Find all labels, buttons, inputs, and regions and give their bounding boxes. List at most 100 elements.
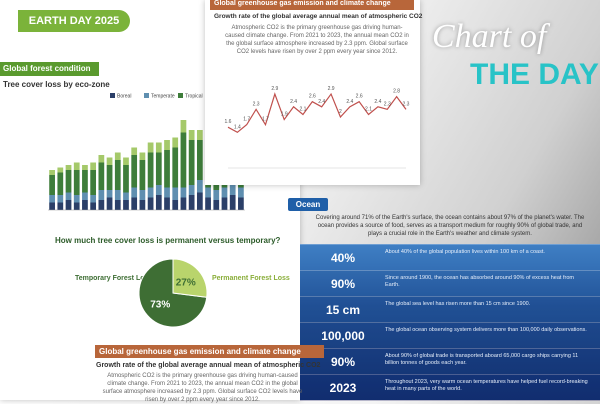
bar-segment [49, 195, 55, 203]
bar-segment [196, 130, 203, 140]
bar-segment [155, 185, 162, 195]
co2-line [227, 92, 407, 134]
bar-segment [196, 192, 203, 210]
bar-segment [106, 157, 113, 165]
bar-segment [188, 195, 195, 210]
fact-figure: 90% [330, 277, 356, 291]
fact-row: 100,000 The global ocean observing system… [300, 322, 600, 349]
point-label: 2.8 [393, 89, 400, 95]
bar-segment [57, 172, 64, 195]
fact-figure: 100,000 [321, 329, 365, 343]
bar-segment [106, 190, 113, 198]
bar-segment [172, 187, 179, 200]
bar-segment [98, 155, 105, 163]
forest-question: How much tree cover loss is permanent ve… [55, 236, 281, 245]
fact-figure: 90% [330, 355, 356, 369]
point-label: 2.4 [290, 99, 297, 105]
bar-segment [123, 165, 129, 193]
bar-segment [123, 157, 129, 165]
fact-row: 40% About 40% of the global population li… [300, 244, 600, 271]
fact-text: About 40% of the global population lives… [385, 249, 545, 255]
bar-segment [213, 190, 220, 200]
co2-banner-bottom: Global greenhouse gas emission and clima… [95, 345, 324, 358]
point-label: 2.6 [356, 94, 363, 100]
bar-segment [114, 200, 121, 210]
bar-segment [65, 165, 72, 170]
bar-segment [131, 197, 138, 210]
legend-swatch [144, 93, 149, 98]
bar-segment [180, 197, 187, 210]
point-label: 2.3 [403, 101, 410, 107]
bar-segment [155, 195, 162, 210]
fact-text: Throughout 2023, very warm ocean tempera… [385, 379, 588, 392]
bar-segment [82, 192, 88, 200]
bar-segment [180, 132, 187, 188]
point-label: 2.9 [271, 86, 278, 92]
bar-segment [164, 140, 170, 150]
bar-segment [49, 170, 55, 175]
point-label: 2.6 [309, 94, 316, 100]
point-label: 2.1 [299, 106, 306, 112]
bar-segment [147, 187, 154, 198]
bar-segment [98, 190, 105, 200]
bar-segment [221, 187, 228, 198]
bar-segment [213, 200, 220, 210]
fact-text: About 90% of global trade is transported… [385, 353, 579, 366]
ocean-panel: 40% About 40% of the global population li… [300, 244, 600, 401]
point-label: 2 [339, 109, 342, 115]
bar-segment [82, 170, 88, 193]
forest-subtitle: Tree cover loss by eco-zone [3, 80, 110, 89]
ocean-label: Ocean [288, 198, 328, 211]
bar-segment [155, 142, 162, 153]
bar-segment [180, 120, 187, 133]
pie-label: 73% [150, 300, 170, 311]
point-label: 1.6 [225, 119, 232, 125]
bar-segment [73, 162, 80, 170]
bar-segment [49, 202, 55, 210]
bar-segment [188, 185, 195, 195]
bar-segment [106, 165, 113, 190]
line-chart: 1.61.41.72.31.72.91.92.42.12.62.42.922.4… [225, 86, 410, 169]
bar-segment [90, 202, 97, 210]
fact-row: 15 cm The global sea level has risen more… [300, 296, 600, 323]
bar-segment [221, 197, 228, 210]
bar-segment [57, 202, 64, 210]
bar-segment [90, 162, 97, 170]
co2-subtitle: Growth rate of the global average annual… [214, 13, 423, 20]
co2-page [205, 0, 420, 185]
legend-swatch [178, 93, 183, 98]
bar-segment [98, 200, 105, 210]
fact-figure: 15 cm [325, 303, 361, 317]
bar-segment [49, 175, 55, 195]
bar-segment [238, 187, 244, 198]
bar-segment [196, 180, 203, 193]
bar-segment [164, 187, 170, 198]
bar-segment [238, 197, 244, 210]
pie-slice [172, 258, 208, 298]
legend-swatch [110, 93, 115, 98]
bar-segment [114, 152, 121, 160]
bar-segment [57, 195, 64, 203]
bar-segment [205, 197, 211, 210]
bar-segment [82, 200, 88, 210]
bar-segment [106, 197, 113, 210]
bar-segment [139, 160, 146, 190]
bar-segment [114, 160, 121, 190]
bar-segment [205, 187, 211, 198]
bar-segment [139, 190, 146, 200]
co2-banner: Global greenhouse gas emission and clima… [210, 0, 414, 10]
logo-line1: Chart of [432, 18, 547, 55]
fact-figure: 2023 [329, 381, 357, 395]
bar-segment [147, 197, 154, 210]
pie-label: 27% [176, 277, 196, 288]
bar-segment [73, 170, 80, 195]
co2-subtitle-bottom: Growth rate of the global average annual… [96, 362, 321, 369]
point-label: 2.4 [374, 99, 381, 105]
bar-segment [147, 142, 154, 153]
fact-figure: 40% [330, 251, 356, 265]
legend-label: Tropical [185, 94, 203, 100]
fact-row: 90% Since around 1900, the ocean has abso… [300, 270, 600, 297]
bar-segment [172, 200, 179, 210]
header-title: EARTH DAY 2025 [18, 10, 130, 32]
bar-segment [131, 187, 138, 198]
